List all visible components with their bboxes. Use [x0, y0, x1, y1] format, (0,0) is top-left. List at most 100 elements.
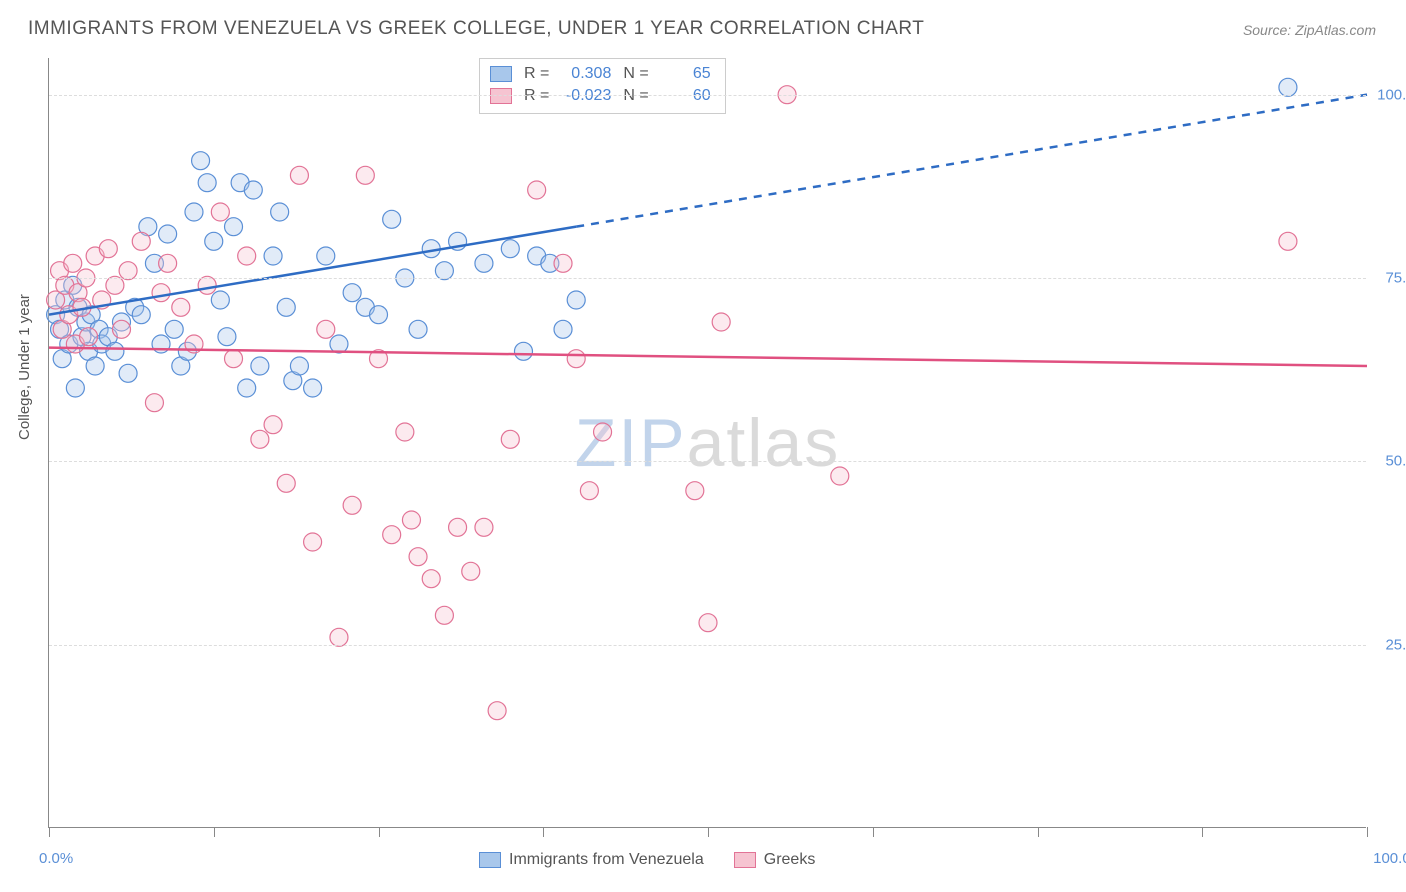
data-point [271, 203, 289, 221]
data-point [554, 320, 572, 338]
data-point [501, 240, 519, 258]
data-point [106, 342, 124, 360]
data-point [225, 218, 243, 236]
data-point [80, 328, 98, 346]
data-point [567, 350, 585, 368]
data-point [343, 496, 361, 514]
data-point [304, 379, 322, 397]
legend-label-greeks: Greeks [764, 851, 816, 869]
y-tick-label: 50.0% [1385, 453, 1406, 470]
data-point [370, 306, 388, 324]
chart-title: IMMIGRANTS FROM VENEZUELA VS GREEK COLLE… [28, 18, 924, 40]
gridline [49, 278, 1366, 279]
data-point [435, 606, 453, 624]
data-point [594, 423, 612, 441]
data-point [192, 152, 210, 170]
swatch-greeks [734, 852, 756, 868]
data-point [514, 342, 532, 360]
n-label: N = [623, 85, 648, 107]
plot-area: ZIPatlas R = 0.308 N = 65 R = -0.023 N =… [48, 58, 1366, 828]
data-point [290, 357, 308, 375]
x-tick [873, 827, 874, 837]
data-point [462, 562, 480, 580]
data-point [165, 320, 183, 338]
data-point [172, 298, 190, 316]
source-attribution: Source: ZipAtlas.com [1243, 22, 1376, 38]
regression-line-venezuela-dashed [576, 95, 1367, 227]
x-tick [214, 827, 215, 837]
data-point [119, 262, 137, 280]
data-point [251, 430, 269, 448]
data-point [264, 247, 282, 265]
data-point [831, 467, 849, 485]
data-point [290, 166, 308, 184]
data-point [330, 628, 348, 646]
data-point [159, 254, 177, 272]
data-point [132, 306, 150, 324]
data-point [159, 225, 177, 243]
data-point [396, 423, 414, 441]
data-point [205, 232, 223, 250]
y-tick-label: 75.0% [1385, 270, 1406, 287]
x-axis-max-label: 100.0% [1373, 850, 1406, 867]
stats-legend: R = 0.308 N = 65 R = -0.023 N = 60 [479, 58, 726, 114]
x-tick [543, 827, 544, 837]
n-value-venezuela: 65 [659, 63, 711, 85]
y-tick-label: 25.0% [1385, 636, 1406, 653]
data-point [475, 518, 493, 536]
r-label: R = [524, 85, 549, 107]
data-point [422, 570, 440, 588]
data-point [66, 379, 84, 397]
x-tick [1367, 827, 1368, 837]
data-point [86, 357, 104, 375]
n-label: N = [623, 63, 648, 85]
stats-row-greeks: R = -0.023 N = 60 [490, 85, 711, 107]
data-point [402, 511, 420, 529]
data-point [330, 335, 348, 353]
y-tick-label: 100.0% [1377, 86, 1406, 103]
data-point [317, 247, 335, 265]
data-point [244, 181, 262, 199]
swatch-venezuela [479, 852, 501, 868]
x-tick [708, 827, 709, 837]
x-tick [379, 827, 380, 837]
data-point [528, 181, 546, 199]
data-point [264, 416, 282, 434]
data-point [198, 174, 216, 192]
data-point [699, 614, 717, 632]
data-point [567, 291, 585, 309]
n-value-greeks: 60 [659, 85, 711, 107]
data-point [225, 350, 243, 368]
data-point [304, 533, 322, 551]
swatch-venezuela [490, 66, 512, 82]
data-point [277, 298, 295, 316]
data-point [383, 526, 401, 544]
data-point [152, 284, 170, 302]
data-point [580, 482, 598, 500]
data-point [317, 320, 335, 338]
data-point [435, 262, 453, 280]
data-point [409, 548, 427, 566]
data-point [1279, 78, 1297, 96]
data-point [251, 357, 269, 375]
data-point [145, 394, 163, 412]
r-value-greeks: -0.023 [559, 85, 611, 107]
data-point [1279, 232, 1297, 250]
data-point [185, 203, 203, 221]
legend-label-venezuela: Immigrants from Venezuela [509, 851, 704, 869]
data-point [64, 254, 82, 272]
legend-item-greeks: Greeks [734, 851, 816, 869]
data-point [119, 364, 137, 382]
data-point [238, 247, 256, 265]
regression-line-greeks [49, 348, 1367, 366]
data-point [218, 328, 236, 346]
data-point [112, 320, 130, 338]
x-tick [49, 827, 50, 837]
series-legend: Immigrants from Venezuela Greeks [479, 851, 815, 869]
data-point [488, 702, 506, 720]
data-point [383, 210, 401, 228]
data-point [712, 313, 730, 331]
stats-row-venezuela: R = 0.308 N = 65 [490, 63, 711, 85]
data-point [356, 166, 374, 184]
data-point [99, 240, 117, 258]
